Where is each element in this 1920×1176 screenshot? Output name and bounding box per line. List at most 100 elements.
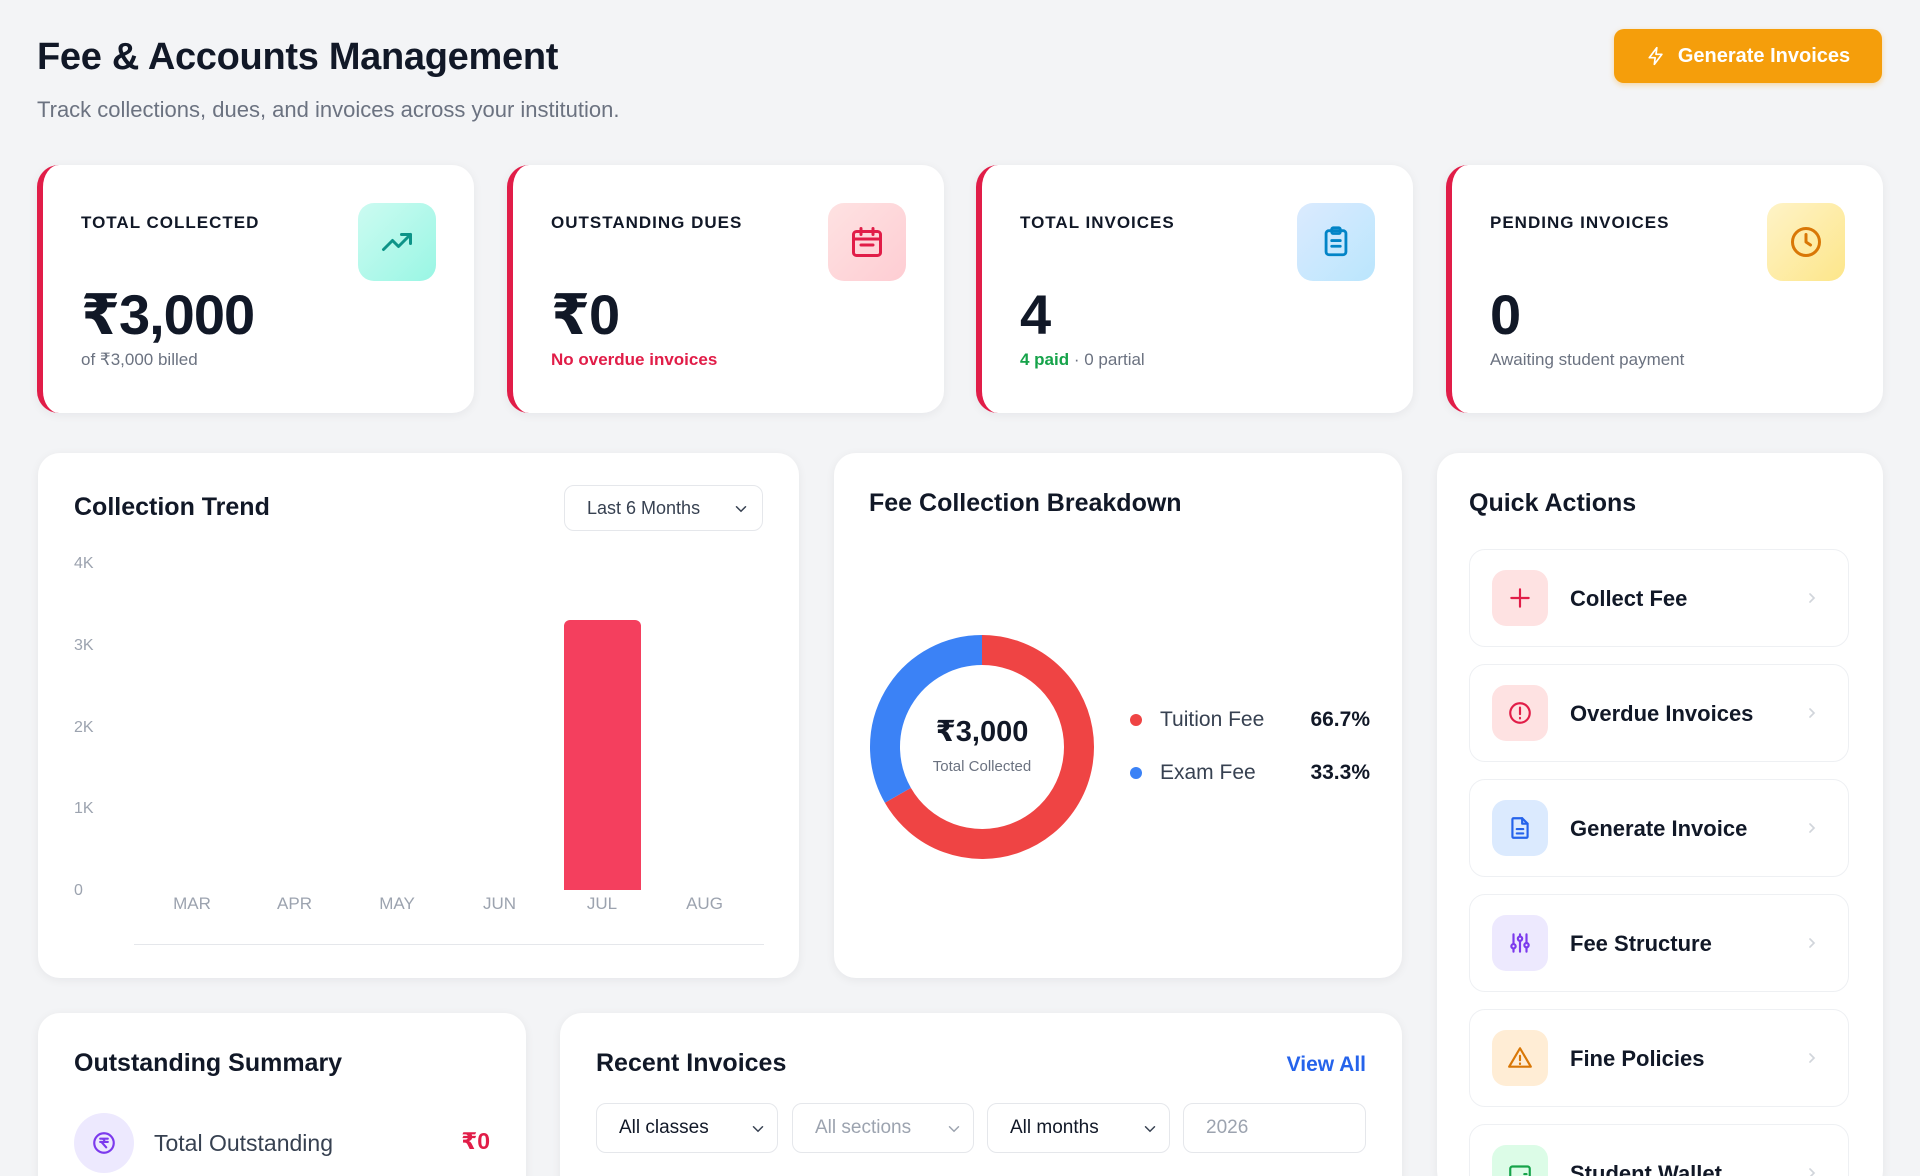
stat-card-total-collected: TOTAL COLLECTED ₹3,000 of ₹3,000 billed xyxy=(37,165,474,413)
filter-sections-select[interactable]: All sections xyxy=(792,1103,974,1153)
plus-icon xyxy=(1510,588,1530,608)
x-tick-label: JUN xyxy=(482,894,517,913)
legend-name: Tuition Fee xyxy=(1160,708,1265,731)
legend-name: Exam Fee xyxy=(1160,761,1256,784)
qa-icon-box xyxy=(1492,1145,1548,1176)
recent-invoices-title: Recent Invoices xyxy=(596,1049,787,1077)
quick-action-overdue-invoices[interactable]: Overdue Invoices xyxy=(1469,664,1849,762)
donut-slice-exam-fee[interactable] xyxy=(870,635,983,803)
rupee-icon xyxy=(93,1132,115,1154)
filter-year-input[interactable]: 2026 xyxy=(1183,1103,1366,1153)
warning-icon xyxy=(1508,1047,1532,1068)
qa-label: Student Wallet xyxy=(1570,1161,1722,1176)
filter-classes-select[interactable]: All classes xyxy=(596,1103,778,1153)
stat-sub-highlight: 4 paid xyxy=(1020,350,1070,369)
calendar-icon xyxy=(852,227,882,257)
filter-months-value: All months xyxy=(1010,1117,1099,1138)
outstanding-icon-box xyxy=(74,1113,134,1173)
page-subtitle: Track collections, dues, and invoices ac… xyxy=(37,97,620,122)
generate-invoices-label: Generate Invoices xyxy=(1677,44,1851,67)
generate-invoices-button[interactable]: Generate Invoices xyxy=(1614,29,1882,83)
qa-icon-box xyxy=(1492,570,1548,626)
collection-trend-panel: Collection Trend Last 6 Months 4K 3K 2K 1K 0… xyxy=(38,453,799,978)
stat-label: OUTSTANDING DUES xyxy=(551,213,743,232)
chevron-right-icon xyxy=(1809,593,1816,603)
x-tick-label: MAY xyxy=(379,894,415,913)
legend-dot xyxy=(1130,767,1142,779)
filter-sections-value: All sections xyxy=(815,1117,912,1138)
stat-value: 0 xyxy=(1490,283,1521,346)
chevron-down-icon xyxy=(752,1126,764,1133)
qa-icon-box xyxy=(1492,685,1548,741)
fee-breakdown-title: Fee Collection Breakdown xyxy=(869,489,1182,517)
chevron-right-icon xyxy=(1809,823,1816,833)
clipboard-icon xyxy=(1324,226,1348,257)
quick-actions-title: Quick Actions xyxy=(1469,489,1637,517)
legend-pct: 33.3% xyxy=(1310,761,1370,784)
qa-label: Generate Invoice xyxy=(1570,816,1748,841)
outstanding-summary-panel: Outstanding Summary Total Outstanding ₹0 xyxy=(38,1013,526,1176)
lightning-icon xyxy=(1648,46,1663,66)
stat-icon-box xyxy=(1297,203,1375,281)
qa-label: Overdue Invoices xyxy=(1570,701,1754,726)
stat-card-total-invoices: TOTAL INVOICES 4 4 paid · 0 partial xyxy=(976,165,1413,413)
stat-icon-box xyxy=(1767,203,1845,281)
quick-action-collect-fee[interactable]: Collect Fee xyxy=(1469,549,1849,647)
bar-jul[interactable] xyxy=(563,620,641,890)
stat-icon-box xyxy=(828,203,906,281)
stat-label: TOTAL COLLECTED xyxy=(81,213,260,232)
range-select[interactable]: Last 6 Months xyxy=(564,485,763,531)
stat-icon-box xyxy=(358,203,436,281)
filter-months-select[interactable]: All months xyxy=(987,1103,1170,1153)
y-tick-label: 4K xyxy=(74,555,94,572)
quick-action-fee-structure[interactable]: Fee Structure xyxy=(1469,894,1849,992)
stat-sub: 4 paid · 0 partial xyxy=(1020,350,1145,370)
stat-sub-rest: · 0 partial xyxy=(1069,350,1145,369)
legend-pct: 66.7% xyxy=(1310,708,1370,731)
stat-value: 4 xyxy=(1020,283,1051,346)
chevron-down-icon xyxy=(735,506,747,513)
stat-value: ₹0 xyxy=(551,283,620,346)
chevron-right-icon xyxy=(1809,708,1816,718)
clock-icon xyxy=(1791,227,1821,257)
stat-sub: No overdue invoices xyxy=(551,350,718,369)
x-tick-label: APR xyxy=(277,894,312,913)
legend-row: Tuition Fee 66.7% xyxy=(1130,708,1370,732)
donut-center-value: ₹3,000 xyxy=(935,716,1029,748)
total-outstanding-label: Total Outstanding xyxy=(154,1130,334,1156)
x-tick-label: AUG xyxy=(686,894,723,913)
filter-year-value: 2026 xyxy=(1206,1117,1249,1138)
donut-chart xyxy=(870,635,1094,859)
quick-action-student-wallet[interactable]: Student Wallet xyxy=(1469,1124,1849,1176)
stat-card-pending-invoices: PENDING INVOICES 0 Awaiting student paym… xyxy=(1446,165,1883,413)
sliders-icon xyxy=(1510,933,1530,953)
x-tick-label: JUL xyxy=(586,894,618,913)
x-tick-label: MAR xyxy=(173,894,211,913)
y-tick-label: 0 xyxy=(74,882,83,899)
quick-action-generate-invoice[interactable]: Generate Invoice xyxy=(1469,779,1849,877)
stat-sub: of ₹3,000 billed xyxy=(81,350,198,369)
donut-slice-tuition-fee[interactable] xyxy=(884,635,1094,859)
view-all-link[interactable]: View All xyxy=(1286,1053,1366,1076)
y-tick-label: 1K xyxy=(74,800,94,818)
qa-label: Collect Fee xyxy=(1570,586,1688,611)
chevron-right-icon xyxy=(1809,1053,1816,1063)
chevron-down-icon xyxy=(948,1126,960,1133)
trending-up-icon xyxy=(382,233,412,251)
collection-trend-title: Collection Trend xyxy=(74,493,270,521)
trend-chart: 4K 3K 2K 1K 0 MAR APR MAY JUN JUL AUG xyxy=(38,453,799,978)
stat-card-outstanding-dues: OUTSTANDING DUES ₹0 No overdue invoices xyxy=(507,165,944,413)
stat-label: TOTAL INVOICES xyxy=(1020,213,1175,232)
quick-action-fine-policies[interactable]: Fine Policies xyxy=(1469,1009,1849,1107)
legend-dot xyxy=(1130,714,1142,726)
wallet-icon xyxy=(1509,1165,1531,1176)
stat-value: ₹3,000 xyxy=(81,283,255,346)
donut-center-label: Total Collected xyxy=(932,758,1032,775)
x-axis-line xyxy=(134,944,764,945)
y-tick-label: 3K xyxy=(74,636,94,654)
qa-icon-box xyxy=(1492,1030,1548,1086)
legend-row: Exam Fee 33.3% xyxy=(1130,761,1370,785)
y-tick-label: 2K xyxy=(74,718,94,736)
qa-label: Fine Policies xyxy=(1570,1046,1705,1071)
alert-circle-icon xyxy=(1509,702,1531,724)
